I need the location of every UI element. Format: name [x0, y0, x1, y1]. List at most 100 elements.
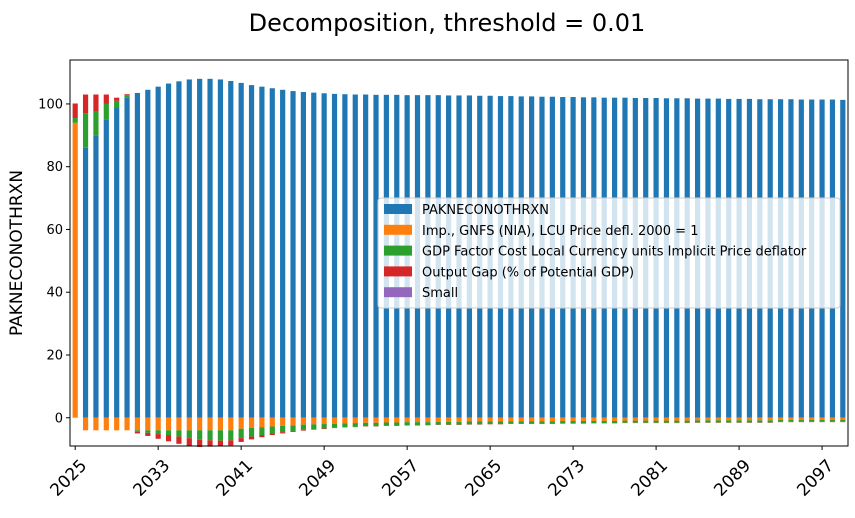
bar-Output_Gap-2030: [124, 94, 129, 95]
bar-Imp_GNFS-2041: [239, 418, 244, 429]
bar-GDP_FactorCost_Deflator-2077: [612, 421, 617, 423]
bar-Imp_GNFS-2034: [166, 418, 171, 431]
bar-PAKNECONOTHRXN-2029: [114, 107, 119, 418]
bar-Imp_GNFS-2070: [539, 418, 544, 421]
bar-Imp_GNFS-2044: [270, 418, 275, 427]
bar-GDP_FactorCost_Deflator-2073: [571, 421, 576, 424]
bar-PAKNECONOTHRXN-2035: [176, 81, 181, 417]
bar-Imp_GNFS-2095: [799, 418, 804, 420]
bar-Imp_GNFS-2045: [280, 418, 285, 426]
bar-Imp_GNFS-2029: [114, 418, 119, 431]
bar-PAKNECONOTHRXN-2049: [322, 93, 327, 417]
legend-label: GDP Factor Cost Local Currency units Imp…: [422, 245, 807, 260]
bar-Imp_GNFS-2048: [311, 418, 316, 425]
bar-Imp_GNFS-2076: [602, 418, 607, 421]
bar-GDP_FactorCost_Deflator-2027: [93, 112, 98, 136]
bar-Output_Gap-2042: [249, 437, 254, 440]
bar-PAKNECONOTHRXN-2048: [311, 93, 316, 418]
bar-GDP_FactorCost_Deflator-2086: [705, 420, 710, 422]
bar-Imp_GNFS-2083: [674, 418, 679, 421]
bar-Imp_GNFS-2047: [301, 418, 306, 425]
bar-Output_Gap-2034: [166, 435, 171, 441]
bar-Imp_GNFS-2092: [768, 418, 773, 421]
bar-Imp_GNFS-2072: [560, 418, 565, 421]
bar-Output_Gap-2028: [104, 95, 109, 104]
bar-GDP_FactorCost_Deflator-2035: [176, 430, 181, 436]
bar-GDP_FactorCost_Deflator-2072: [560, 421, 565, 424]
bar-GDP_FactorCost_Deflator-2042: [249, 428, 254, 437]
bar-GDP_FactorCost_Deflator-2099: [840, 420, 845, 422]
bar-GDP_FactorCost_Deflator-2055: [384, 422, 389, 425]
bar-PAKNECONOTHRXN-2041: [239, 83, 244, 418]
bar-GDP_FactorCost_Deflator-2037: [197, 430, 202, 439]
bar-GDP_FactorCost_Deflator-2030: [124, 95, 129, 98]
bar-Imp_GNFS-2027: [93, 418, 98, 431]
bar-Imp_GNFS-2057: [405, 418, 410, 422]
bar-GDP_FactorCost_Deflator-2064: [477, 422, 482, 425]
bar-Imp_GNFS-2061: [446, 418, 451, 422]
bar-GDP_FactorCost_Deflator-2079: [633, 421, 638, 423]
bar-GDP_FactorCost_Deflator-2051: [342, 423, 347, 427]
bar-Imp_GNFS-2088: [726, 418, 731, 421]
y-tick-label: 0: [55, 411, 63, 426]
bar-GDP_FactorCost_Deflator-2029: [114, 101, 119, 107]
bar-Imp_GNFS-2056: [394, 418, 399, 423]
bar-Imp_GNFS-2075: [591, 418, 596, 421]
bar-Output_Gap-2039: [218, 441, 223, 447]
bar-PAKNECONOTHRXN-2044: [270, 88, 275, 418]
bar-Imp_GNFS-2093: [778, 418, 783, 420]
y-tick-label: 20: [46, 348, 63, 363]
bar-Imp_GNFS-2052: [353, 418, 358, 423]
bar-GDP_FactorCost_Deflator-2065: [488, 422, 493, 425]
bar-Imp_GNFS-2049: [322, 418, 327, 424]
bar-Imp_GNFS-2051: [342, 418, 347, 424]
bar-Imp_GNFS-2086: [705, 418, 710, 421]
bar-GDP_FactorCost_Deflator-2034: [166, 430, 171, 435]
bar-Output_Gap-2036: [187, 438, 192, 446]
bar-Output_Gap-2048: [311, 429, 316, 430]
bar-PAKNECONOTHRXN-2043: [259, 87, 264, 418]
bar-Imp_GNFS-2096: [809, 418, 814, 420]
bar-PAKNECONOTHRXN-2040: [228, 81, 233, 418]
legend-swatch: [384, 204, 412, 214]
bar-Imp_GNFS-2079: [633, 418, 638, 421]
bar-GDP_FactorCost_Deflator-2083: [674, 421, 679, 423]
bar-Imp_GNFS-2055: [384, 418, 389, 423]
bar-GDP_FactorCost_Deflator-2068: [519, 421, 524, 424]
bar-Imp_GNFS-2033: [156, 418, 161, 431]
bar-Imp_GNFS-2030: [124, 418, 129, 431]
bar-Output_Gap-2026: [83, 95, 88, 114]
bar-Imp_GNFS-2060: [436, 418, 441, 422]
bar-Imp_GNFS-2078: [622, 418, 627, 421]
bar-Imp_GNFS-2054: [373, 418, 378, 423]
bar-Imp_GNFS-2073: [571, 418, 576, 421]
bar-Imp_GNFS-2069: [529, 418, 534, 421]
bar-GDP_FactorCost_Deflator-2058: [415, 422, 420, 425]
bar-GDP_FactorCost_Deflator-2048: [311, 424, 316, 429]
bar-Imp_GNFS-2058: [415, 418, 420, 422]
bar-GDP_FactorCost_Deflator-2041: [239, 429, 244, 438]
bar-PAKNECONOTHRXN-2030: [124, 98, 129, 418]
bar-Output_Gap-2035: [176, 437, 181, 444]
bar-GDP_FactorCost_Deflator-2047: [301, 425, 306, 430]
legend-swatch: [384, 225, 412, 235]
bar-PAKNECONOTHRXN-2028: [104, 120, 109, 418]
bar-GDP_FactorCost_Deflator-2059: [425, 422, 430, 425]
y-tick-label: 60: [46, 223, 63, 238]
bar-GDP_FactorCost_Deflator-2067: [508, 421, 513, 424]
bar-PAKNECONOTHRXN-2032: [145, 90, 150, 418]
bar-PAKNECONOTHRXN-2026: [83, 148, 88, 418]
bar-Output_Gap-2045: [280, 432, 285, 433]
bar-GDP_FactorCost_Deflator-2074: [581, 421, 586, 424]
bar-Imp_GNFS-2063: [467, 418, 472, 422]
bar-PAKNECONOTHRXN-2027: [93, 135, 98, 417]
bar-Imp_GNFS-2097: [819, 418, 824, 420]
bar-Imp_GNFS-2032: [145, 418, 150, 431]
bar-Imp_GNFS-2081: [654, 418, 659, 421]
bar-Imp_GNFS-2036: [187, 418, 192, 431]
bar-GDP_FactorCost_Deflator-2050: [332, 424, 337, 428]
y-tick-label: 80: [46, 160, 63, 175]
bar-GDP_FactorCost_Deflator-2044: [270, 427, 275, 434]
